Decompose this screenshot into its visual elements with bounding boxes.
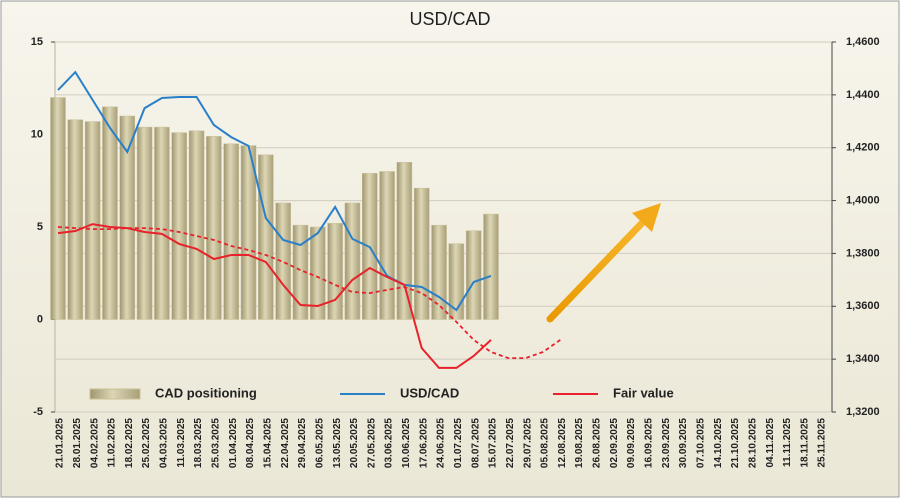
bar	[102, 106, 118, 320]
x-tick-label: 21.10.2025	[730, 418, 741, 468]
bar	[171, 132, 187, 320]
bar	[292, 224, 309, 320]
y-tick-label: 5	[37, 221, 43, 233]
chart-title: USD/CAD	[409, 9, 490, 29]
x-tick-label: 01.07.2025	[453, 418, 464, 468]
dashed-line	[57, 226, 561, 359]
x-tick-label: 19.08.2025	[574, 418, 585, 468]
x-tick-label: 25.11.2025	[817, 418, 828, 468]
x-tick-label: 12.08.2025	[557, 418, 568, 468]
x-tick-label: 27.05.2025	[366, 418, 377, 468]
x-tick-label: 28.10.2025	[747, 418, 758, 468]
x-tick-label: 04.02.2025	[89, 418, 100, 468]
x-tick-label: 18.11.2025	[799, 418, 810, 468]
bar	[136, 126, 153, 320]
bar	[465, 230, 482, 320]
bar	[448, 243, 465, 320]
y2-tick-label: 1,4200	[846, 142, 880, 154]
legend-label: CAD positioning	[155, 385, 257, 400]
y2-tick-label: 1,3800	[846, 247, 880, 259]
x-tick-label: 30.09.2025	[678, 418, 689, 468]
x-tick-label: 18.02.2025	[124, 418, 135, 468]
bar	[431, 224, 447, 320]
y2-tick-label: 1,3600	[846, 300, 880, 312]
y2-tick-label: 1,4000	[846, 194, 880, 206]
x-tick-label: 03.06.2025	[384, 418, 395, 468]
x-tick-label: 15.04.2025	[262, 418, 273, 468]
x-tick-label: 25.03.2025	[211, 418, 222, 468]
bar	[188, 130, 205, 320]
x-tick-label: 21.01.2025	[55, 418, 66, 468]
x-tick-label: 06.05.2025	[314, 418, 325, 468]
y2-tick-label: 1,3400	[846, 353, 880, 365]
y2-tick-label: 1,4400	[846, 89, 880, 101]
x-tick-label: 15.07.2025	[488, 418, 499, 468]
bar	[327, 223, 343, 320]
bar	[275, 202, 291, 320]
x-tick-label: 10.06.2025	[401, 418, 412, 468]
x-tick-label: 05.08.2025	[540, 418, 551, 468]
x-tick-label: 28.01.2025	[72, 418, 83, 468]
x-tick-label: 29.04.2025	[297, 418, 308, 468]
x-tick-label: 29.07.2025	[522, 418, 533, 468]
y2-tick-label: 1,4600	[846, 36, 880, 48]
x-tick-label: 22.07.2025	[505, 418, 516, 468]
x-tick-label: 14.10.2025	[713, 418, 724, 468]
bar	[67, 119, 84, 320]
legend-label: USD/CAD	[400, 385, 459, 400]
x-tick-label: 09.09.2025	[626, 418, 637, 468]
trend-arrow	[546, 203, 661, 323]
bar	[84, 121, 101, 320]
legend-label: Fair value	[613, 385, 674, 400]
bar	[396, 162, 413, 320]
bar	[154, 126, 170, 320]
x-tick-label: 26.08.2025	[592, 418, 603, 468]
x-tick-label: 07.10.2025	[695, 418, 706, 468]
x-tick-label: 04.03.2025	[159, 418, 170, 468]
y-tick-label: -5	[33, 406, 43, 418]
arrow-shaft	[546, 218, 647, 323]
x-tick-label: 08.04.2025	[245, 418, 256, 468]
bar	[223, 143, 239, 320]
y-tick-label: 0	[37, 313, 43, 325]
y2-tick-label: 1,3200	[846, 406, 880, 418]
x-tick-label: 13.05.2025	[332, 418, 343, 468]
bar	[50, 97, 66, 320]
x-tick-label: 22.04.2025	[280, 418, 291, 468]
legend-swatch	[89, 388, 141, 400]
arrow-head	[632, 203, 661, 232]
x-tick-label: 16.09.2025	[644, 418, 655, 468]
x-tick-label: 11.11.2025	[782, 418, 793, 467]
x-tick-label: 20.05.2025	[349, 418, 360, 468]
x-tick-label: 02.09.2025	[609, 418, 620, 468]
bar	[483, 213, 499, 320]
bar	[379, 171, 395, 320]
plot-area: 1,3200 1,3400 1,3600 1,3800 1,4000 1,4200 1,44…	[31, 36, 880, 468]
bar	[206, 136, 222, 320]
x-tick-label: 25.02.2025	[141, 418, 152, 468]
bar	[344, 202, 361, 320]
x-tick-label: 17.06.2025	[418, 418, 429, 468]
bar	[258, 154, 274, 320]
y-tick-label: 10	[31, 128, 43, 140]
x-tick-label: 08.07.2025	[470, 418, 481, 468]
x-tick-label: 04.11.2025	[765, 418, 776, 468]
x-tick-label: 24.06.2025	[436, 418, 447, 468]
x-tick-label: 11.02.2025	[107, 418, 118, 468]
bar	[413, 187, 430, 320]
x-tick-label: 01.04.2025	[228, 418, 239, 468]
x-tick-label: 18.03.2025	[193, 418, 204, 468]
x-tick-label: 11.03.2025	[176, 418, 187, 468]
x-tick-label: 23.09.2025	[661, 418, 672, 468]
bar	[119, 115, 136, 320]
y-tick-label: 15	[31, 36, 43, 48]
line	[57, 70, 492, 312]
